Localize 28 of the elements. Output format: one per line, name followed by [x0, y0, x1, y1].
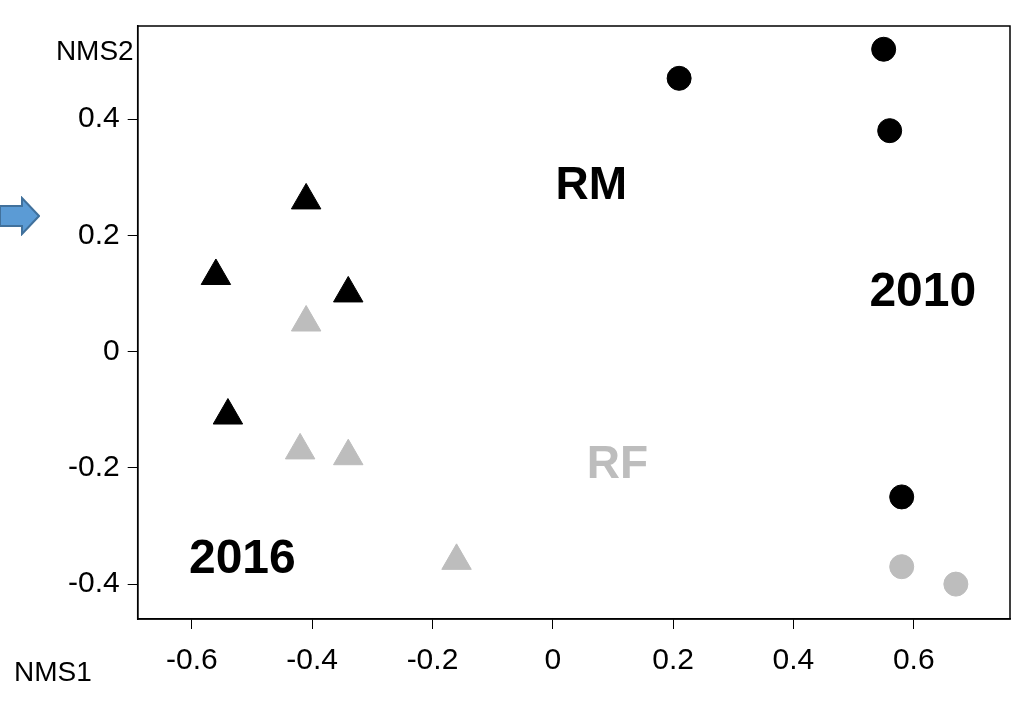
point — [333, 275, 364, 303]
point — [666, 65, 692, 91]
x-tick-label: -0.4 — [286, 642, 339, 676]
x-tick-label: -0.2 — [406, 642, 459, 676]
x-axis-title: NMS1 — [14, 655, 92, 687]
point — [441, 543, 472, 570]
point — [284, 432, 316, 460]
point — [333, 438, 364, 466]
point — [871, 36, 897, 62]
point — [200, 258, 232, 285]
x-tick-label: -0.6 — [165, 642, 218, 676]
x-tick-label: 0.4 — [772, 642, 815, 676]
x-tick-label: 0.6 — [892, 642, 935, 676]
y-tick-label: 0.2 — [77, 216, 120, 250]
series-label: RM — [555, 156, 628, 209]
annotation: 2010 — [869, 263, 977, 317]
x-tick-label: 0 — [544, 642, 562, 676]
point — [290, 182, 322, 210]
point — [212, 398, 244, 425]
annotation: 2016 — [188, 529, 296, 583]
text: RF — [586, 435, 649, 488]
y-axis-title: NMS2 — [55, 34, 134, 66]
y-tick-label: 0.4 — [77, 100, 120, 134]
x-tick-label: 0.2 — [652, 642, 694, 676]
y-tick-label: -0.2 — [67, 449, 120, 483]
y-tick-label: -0.4 — [67, 565, 120, 599]
y-tick-label: 0 — [103, 332, 120, 366]
point — [290, 305, 322, 332]
